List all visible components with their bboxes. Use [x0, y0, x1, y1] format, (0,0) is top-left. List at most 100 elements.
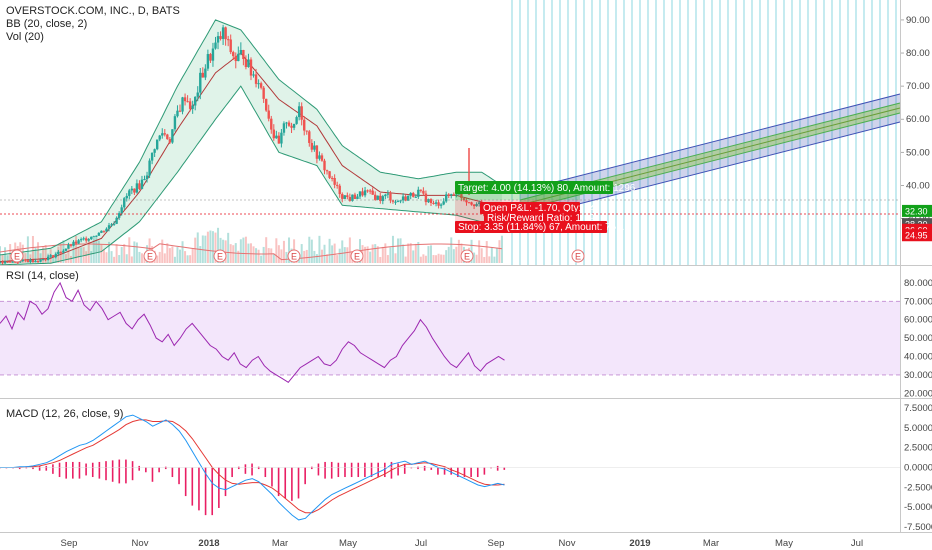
- candle-body: [475, 203, 478, 207]
- candle-body: [287, 122, 291, 126]
- candle-body: [110, 224, 113, 226]
- candle-body: [140, 179, 144, 189]
- volume-bar: [435, 255, 438, 263]
- candle-body: [450, 194, 453, 196]
- macd-indicator-label[interactable]: MACD (12, 26, close, 9): [6, 408, 124, 420]
- candle-body: [305, 130, 308, 132]
- macd-histogram-bar: [450, 467, 453, 475]
- earnings-marker[interactable]: [143, 249, 157, 263]
- candle-body: [130, 188, 134, 191]
- candle-body: [199, 72, 202, 93]
- candle-body: [455, 194, 458, 196]
- candle-body: [166, 134, 169, 140]
- candle-body: [57, 251, 60, 255]
- volume-bar: [244, 236, 247, 263]
- volume-bar: [412, 250, 415, 263]
- candle-body: [310, 142, 314, 150]
- candle-body: [447, 194, 450, 196]
- volume-bar: [391, 235, 394, 263]
- macd-histogram-bar: [430, 467, 433, 470]
- macd-histogram-bar: [324, 461, 326, 479]
- candle-body: [414, 196, 417, 198]
- candle-body: [155, 139, 159, 150]
- earnings-marker-label: E: [147, 252, 153, 262]
- candle-body: [64, 248, 68, 251]
- volume-bar: [394, 253, 397, 263]
- macd-histogram-bar: [125, 459, 127, 484]
- earnings-marker[interactable]: [213, 249, 227, 263]
- volume-bar: [402, 244, 405, 263]
- volume-bar: [493, 256, 496, 263]
- volume-bar: [452, 249, 455, 263]
- candle-body: [226, 39, 230, 41]
- macd-axis-label: 7.5000: [904, 403, 932, 414]
- macd-histogram-bar: [231, 467, 233, 478]
- candle-body: [270, 118, 273, 130]
- candle-body: [409, 192, 412, 196]
- volume-bar: [204, 235, 207, 263]
- volume-bar: [432, 255, 435, 263]
- macd-histogram-bar: [330, 461, 333, 479]
- macd-histogram-bar: [496, 465, 499, 471]
- earnings-marker[interactable]: [350, 249, 364, 263]
- macd-histogram-bar: [397, 463, 399, 476]
- macd-histogram-bar: [470, 467, 472, 478]
- volume-bar: [280, 249, 283, 263]
- macd-histogram-bar: [158, 467, 160, 473]
- volume-bar: [211, 231, 214, 263]
- volume-bar: [409, 243, 412, 263]
- volume-bar: [31, 235, 34, 263]
- volume-bar: [120, 246, 123, 263]
- volume-bar: [52, 255, 55, 263]
- volume-bar: [24, 253, 27, 263]
- volume-bar: [498, 240, 501, 263]
- volume-bar: [288, 237, 291, 263]
- macd-histogram-bar: [291, 467, 293, 501]
- candle-body: [239, 49, 243, 54]
- price-tag: [902, 204, 932, 217]
- candle-body: [21, 259, 25, 261]
- candle-body: [31, 259, 35, 263]
- stop-box[interactable]: [455, 221, 607, 233]
- candle-body: [46, 256, 50, 260]
- bb-indicator-label[interactable]: BB (20, close, 2): [6, 18, 88, 30]
- macd-histogram-bar: [370, 462, 373, 478]
- channel-line: [519, 121, 901, 220]
- macd-histogram-bar: [403, 464, 406, 474]
- earnings-marker[interactable]: [287, 249, 301, 263]
- vol-indicator-label[interactable]: Vol (20): [6, 31, 44, 43]
- target-box[interactable]: [455, 181, 613, 194]
- candle-body: [257, 83, 260, 85]
- candle-body: [117, 213, 121, 218]
- volume-bar: [125, 254, 128, 263]
- candle-body: [295, 117, 298, 124]
- earnings-marker[interactable]: [571, 249, 585, 263]
- volume-bar: [500, 235, 503, 263]
- candle-body: [338, 185, 341, 195]
- earnings-marker[interactable]: [460, 249, 474, 263]
- candle-body: [247, 59, 250, 68]
- rsi-axis-label: 60.0000: [904, 315, 932, 326]
- candle-body: [290, 125, 293, 128]
- candle-body: [186, 101, 189, 103]
- open-pnl-box[interactable]: [480, 202, 580, 214]
- time-axis-label: Nov: [132, 538, 149, 549]
- candle-body: [404, 196, 407, 201]
- candle-body: [112, 223, 116, 225]
- candle-body: [264, 98, 268, 111]
- rsi-indicator-label[interactable]: RSI (14, close): [6, 270, 79, 282]
- volume-bar: [191, 248, 194, 263]
- volume-bar: [277, 245, 280, 263]
- volume-bar: [199, 246, 202, 263]
- earnings-marker[interactable]: [10, 249, 24, 263]
- volume-bar: [374, 244, 377, 263]
- candle-body: [161, 133, 164, 136]
- macd-axis-label: -5.0000: [904, 502, 932, 513]
- volume-bar: [328, 238, 331, 263]
- volume-bar: [161, 239, 164, 263]
- candle-body: [343, 195, 346, 199]
- candle-body: [216, 36, 220, 43]
- volume-bar: [189, 255, 192, 263]
- macd-histogram-bar: [344, 462, 346, 478]
